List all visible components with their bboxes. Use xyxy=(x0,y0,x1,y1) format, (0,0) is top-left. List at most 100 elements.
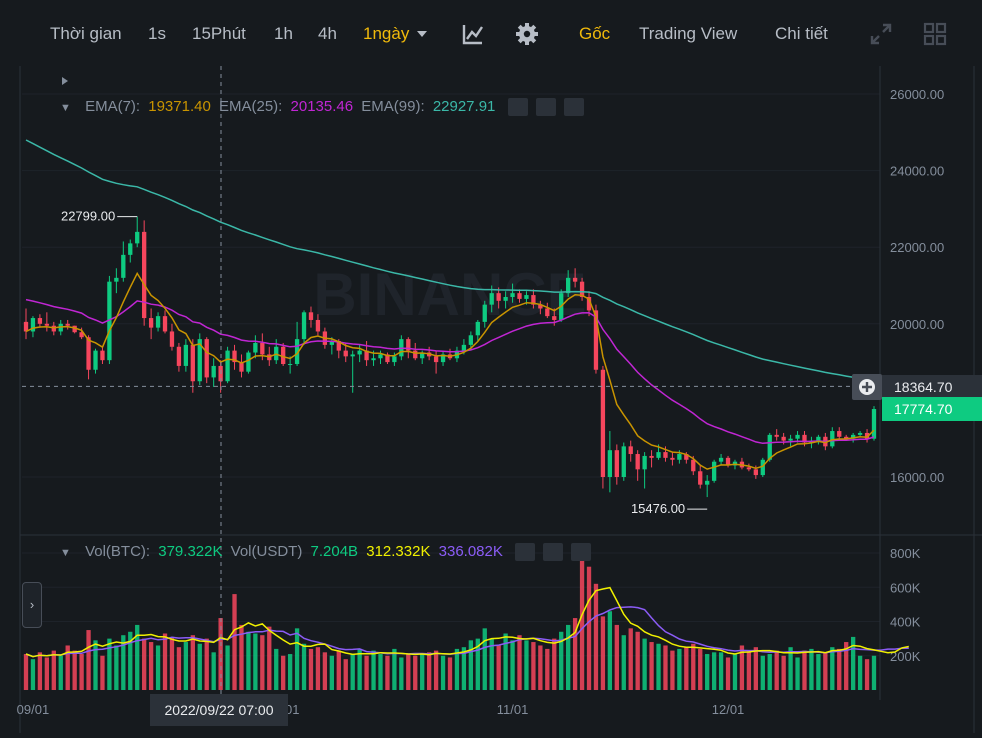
volume-bar xyxy=(482,628,487,690)
candle-body xyxy=(107,281,112,361)
volume-bar xyxy=(705,654,710,690)
volume-bar xyxy=(232,594,237,690)
x-tick-label: 11/01 xyxy=(497,702,529,717)
close-icon[interactable] xyxy=(563,98,584,117)
volume-bar xyxy=(795,657,800,690)
volume-bar xyxy=(586,566,592,690)
volume-bar xyxy=(767,654,772,690)
candle-body xyxy=(698,471,703,485)
candle-body xyxy=(413,350,418,359)
eye-icon[interactable] xyxy=(515,543,536,562)
candle-body xyxy=(684,454,689,460)
volume-bar xyxy=(725,657,731,690)
volume-bar xyxy=(559,631,564,690)
volume-bar xyxy=(260,635,265,690)
candle-body xyxy=(211,365,216,378)
volume-bar xyxy=(392,648,397,690)
grid-layout-icon[interactable] xyxy=(923,22,947,46)
candle-body xyxy=(635,454,640,470)
interval-4h[interactable]: 4h xyxy=(318,24,337,43)
close-icon[interactable] xyxy=(571,543,592,562)
price-tick-label: 22000.00 xyxy=(890,240,944,255)
candlestick-chart[interactable]: BINANCE 26000.00 24000.00 22000.00 20000.00 1… xyxy=(0,66,982,733)
vol-usdt-value: 7.204B xyxy=(310,543,359,560)
candle-body xyxy=(864,432,870,439)
candle-body xyxy=(579,281,585,297)
volume-bar xyxy=(93,640,98,690)
candle-body xyxy=(392,356,397,363)
legend-toggle-icon[interactable]: ▼ xyxy=(60,102,71,114)
view-original[interactable]: Gốc xyxy=(579,24,611,43)
volume-bar xyxy=(51,650,56,690)
volume-bar xyxy=(628,628,633,690)
settings-icon[interactable] xyxy=(543,543,564,562)
candle-body xyxy=(121,254,126,278)
volume-bar xyxy=(809,648,814,690)
settings-icon[interactable] xyxy=(535,98,556,117)
candle-body xyxy=(169,331,175,347)
volume-bar xyxy=(614,624,619,690)
candle-body xyxy=(183,344,189,366)
view-tradingview[interactable]: Trading View xyxy=(639,24,738,43)
candle-body xyxy=(600,369,606,477)
volume-bar xyxy=(322,652,328,690)
eye-icon[interactable] xyxy=(507,98,528,117)
volume-bar xyxy=(572,618,578,690)
candle-body xyxy=(281,346,286,365)
volume-bar xyxy=(454,648,460,690)
indicator-icon[interactable] xyxy=(461,22,485,46)
volume-bar xyxy=(635,631,640,690)
interval-15m[interactable]: 15Phút xyxy=(192,24,246,43)
chevron-down-icon[interactable] xyxy=(416,28,428,40)
candle-body xyxy=(711,461,717,481)
expand-panel-button[interactable]: › xyxy=(22,582,42,628)
candle-body xyxy=(225,350,230,382)
volume-bar xyxy=(837,648,842,690)
candle-body xyxy=(357,350,362,355)
candle-body xyxy=(753,469,758,476)
candle-body xyxy=(503,296,508,301)
volume-bar xyxy=(871,655,877,690)
volume-bar xyxy=(239,624,244,690)
settings-icon[interactable] xyxy=(515,22,539,46)
volume-tick-label: 800K xyxy=(890,546,921,561)
candle-body xyxy=(781,436,786,441)
collapse-arrow-icon[interactable] xyxy=(60,76,70,86)
fullscreen-icon[interactable] xyxy=(869,22,893,46)
chart-area[interactable]: BINANCE 26000.00 24000.00 22000.00 20000.00 1… xyxy=(0,66,982,733)
legend-toggle-icon[interactable]: ▼ xyxy=(60,547,71,559)
interval-1h[interactable]: 1h xyxy=(274,24,293,43)
candle-body xyxy=(294,339,300,365)
volume-bar xyxy=(524,640,529,690)
price-tick-label: 24000.00 xyxy=(890,164,944,179)
vol-ma2-value: 336.082K xyxy=(438,543,503,560)
volume-bar xyxy=(406,654,411,690)
candle-body xyxy=(155,316,161,328)
crosshair-price-label: 18364.70 xyxy=(882,375,982,399)
add-alert-button[interactable] xyxy=(852,374,882,400)
vol-btc-label: Vol(BTC): xyxy=(85,543,151,560)
candle-body xyxy=(253,342,258,353)
candle-body xyxy=(628,446,633,455)
candle-body xyxy=(406,339,411,351)
volume-bar xyxy=(378,654,383,690)
candle-body xyxy=(308,312,314,320)
interval-1s[interactable]: 1s xyxy=(148,24,166,43)
candle-body xyxy=(649,455,654,458)
volume-bar xyxy=(169,636,175,690)
volume-bar xyxy=(426,652,432,690)
volume-bar xyxy=(148,642,154,690)
view-depth[interactable]: Chi tiết xyxy=(775,24,828,43)
volume-bar xyxy=(830,647,835,690)
volume-bar xyxy=(718,652,724,690)
volume-bar xyxy=(30,659,36,690)
volume-bar xyxy=(781,655,786,690)
volume-bar xyxy=(343,659,348,690)
volume-bar xyxy=(656,643,661,690)
candle-body xyxy=(100,350,105,361)
interval-1d[interactable]: 1ngày xyxy=(363,24,410,43)
candle-body xyxy=(190,344,195,382)
candle-body xyxy=(691,459,696,472)
candle-body xyxy=(246,352,251,372)
candle-body xyxy=(844,436,849,439)
